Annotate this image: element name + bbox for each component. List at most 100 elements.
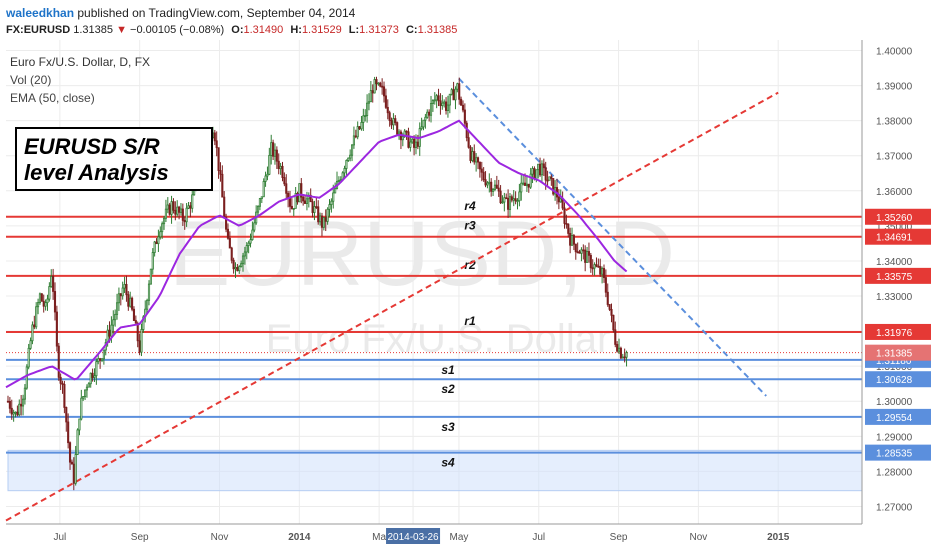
candle-body bbox=[443, 101, 446, 104]
candle-body bbox=[63, 384, 66, 408]
candle-body bbox=[471, 151, 474, 161]
candle-body bbox=[221, 173, 224, 198]
candle-body bbox=[230, 247, 233, 261]
candle-body bbox=[510, 196, 513, 201]
support-label-s1: s1 bbox=[441, 363, 455, 377]
close-label: C: bbox=[405, 24, 418, 36]
resistance-label-r3: r3 bbox=[464, 219, 476, 233]
candle-body bbox=[461, 104, 465, 111]
candle-body bbox=[181, 208, 184, 221]
candle-body bbox=[482, 171, 485, 181]
candle-body bbox=[576, 251, 579, 254]
axes: 1.270001.280001.290001.300001.310001.320… bbox=[6, 40, 932, 550]
candle-body bbox=[546, 179, 549, 182]
legend-volume: Vol (20) bbox=[10, 73, 51, 87]
candle-body bbox=[78, 418, 81, 431]
candle-body bbox=[170, 201, 173, 215]
resistance-r1-badge bbox=[865, 323, 931, 340]
candle-body bbox=[292, 207, 295, 210]
candle-body bbox=[503, 197, 506, 203]
candle-body bbox=[82, 396, 85, 399]
candle-body bbox=[362, 115, 365, 123]
candle-body bbox=[602, 268, 606, 278]
price-chart[interactable]: EURUSD, D Euro Fx/U.S. Dollar r4r3r2r1s1… bbox=[0, 40, 932, 550]
downtrend-line[interactable] bbox=[458, 77, 767, 397]
candle-body bbox=[437, 95, 440, 102]
candle-body bbox=[296, 193, 299, 203]
candle-body bbox=[285, 183, 288, 194]
candle-body bbox=[247, 242, 250, 246]
candle-body bbox=[272, 142, 275, 157]
ema-layer bbox=[5, 119, 628, 389]
support-s1-badge-label: 1.31180 bbox=[876, 356, 912, 367]
candle-body bbox=[55, 311, 58, 347]
candle-body bbox=[324, 217, 327, 222]
candle-body bbox=[23, 387, 26, 400]
candle-body bbox=[386, 106, 389, 114]
candle-body bbox=[433, 99, 436, 102]
candle-body bbox=[490, 181, 493, 192]
candle-body bbox=[446, 104, 449, 111]
candle-body bbox=[46, 298, 49, 304]
candle-body bbox=[394, 118, 397, 124]
candle-body bbox=[40, 293, 43, 302]
candle-body bbox=[215, 140, 218, 149]
candle-body bbox=[599, 266, 602, 275]
candle-body bbox=[119, 293, 122, 297]
candle-body bbox=[115, 302, 119, 315]
candle-body bbox=[213, 132, 216, 142]
candle-body bbox=[70, 461, 73, 465]
uptrend-line[interactable] bbox=[5, 91, 779, 522]
open-value: 1.31490 bbox=[243, 24, 284, 36]
symbol-label: FX:EURUSD bbox=[6, 24, 71, 36]
candle-body bbox=[369, 90, 372, 103]
candle-body bbox=[559, 198, 562, 203]
candle-body bbox=[354, 135, 357, 138]
candle-body bbox=[535, 169, 538, 180]
resistance-label-r1: r1 bbox=[464, 314, 476, 328]
candle-body bbox=[450, 89, 453, 95]
candle-body bbox=[616, 344, 619, 352]
candle-body bbox=[129, 297, 132, 307]
y-tick-label: 1.38000 bbox=[876, 117, 913, 128]
candle-body bbox=[367, 101, 371, 104]
y-tick-label: 1.33000 bbox=[876, 292, 913, 303]
candle-body bbox=[445, 101, 448, 111]
candle-body bbox=[253, 222, 256, 231]
close-value: 1.31385 bbox=[417, 24, 458, 36]
candle-body bbox=[35, 306, 38, 328]
candle-body bbox=[85, 386, 89, 391]
candle-body bbox=[593, 264, 596, 269]
candle-body bbox=[401, 136, 404, 141]
candle-body bbox=[157, 236, 160, 245]
candle-body bbox=[375, 79, 378, 85]
candle-body bbox=[138, 340, 141, 353]
candle-body bbox=[567, 223, 570, 234]
publish-header: waleedkhan published on TradingView.com,… bbox=[6, 6, 355, 20]
author-name[interactable]: waleedkhan bbox=[6, 6, 75, 20]
candle-body bbox=[322, 217, 325, 228]
candle-body bbox=[12, 412, 15, 415]
candle-body bbox=[72, 463, 75, 484]
candle-body bbox=[625, 352, 628, 358]
candle-body bbox=[225, 217, 228, 230]
crosshair-date-label: 2014-03-26 bbox=[387, 532, 439, 543]
candle-body bbox=[305, 198, 308, 204]
candle-body bbox=[518, 191, 521, 202]
candle-body bbox=[99, 358, 102, 361]
candle-body bbox=[458, 83, 461, 100]
candle-body bbox=[601, 268, 604, 275]
candle-body bbox=[8, 400, 11, 409]
candle-body bbox=[249, 239, 252, 244]
candle-body bbox=[241, 255, 245, 265]
candle-body bbox=[108, 329, 111, 337]
candle-body bbox=[290, 205, 293, 210]
candle-body bbox=[612, 314, 615, 331]
candle-body bbox=[552, 178, 555, 195]
candle-body bbox=[589, 254, 592, 269]
candle-body bbox=[384, 95, 387, 108]
x-tick-label: Sep bbox=[610, 532, 628, 543]
candle-body bbox=[488, 181, 491, 184]
candle-body bbox=[275, 149, 278, 162]
candle-body bbox=[110, 324, 113, 337]
